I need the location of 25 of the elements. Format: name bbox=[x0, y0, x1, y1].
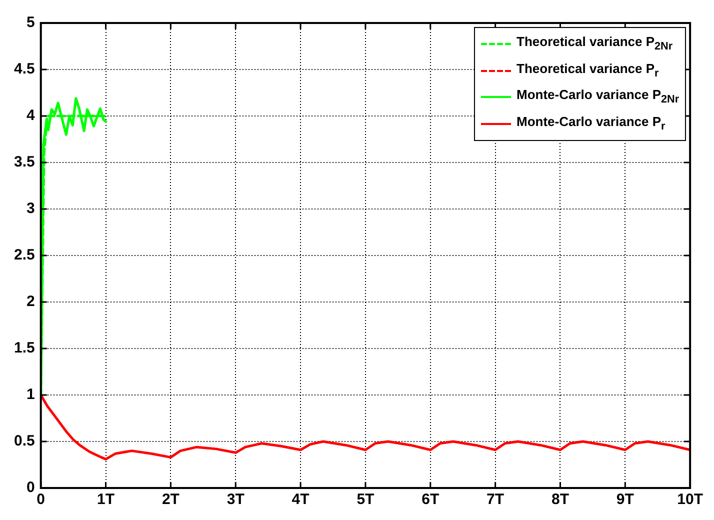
y-tick-label: 0.5 bbox=[14, 432, 35, 450]
y-tick-label: 3 bbox=[26, 200, 35, 218]
y-tick-label: 5 bbox=[26, 14, 35, 32]
x-tick-label: 9T bbox=[616, 491, 634, 508]
y-tick-label: 2 bbox=[26, 293, 35, 310]
legend-label: Monte-Carlo variance P$_{2Nr}$ bbox=[516, 86, 680, 108]
x-tick-label: 2T bbox=[162, 491, 180, 508]
y-tick-label: 3.5 bbox=[14, 154, 35, 171]
legend-label: Monte-Carlo variance P$_{r}$ bbox=[516, 112, 666, 134]
y-tick-label: 4.5 bbox=[14, 60, 35, 78]
y-tick-label: 1.5 bbox=[14, 340, 35, 357]
x-tick-label: 8T bbox=[551, 491, 569, 508]
x-tick-label: 1T bbox=[97, 491, 115, 508]
legend-label: Theoretical variance P$_{2Nr}$ bbox=[516, 33, 673, 55]
x-tick-label: 10T bbox=[677, 491, 704, 508]
legend-label: Theoretical variance P$_{r}$ bbox=[516, 60, 659, 82]
y-tick-label: 1 bbox=[26, 386, 35, 404]
x-tick-label: 6T bbox=[422, 491, 440, 508]
x-tick-label: 3T bbox=[226, 491, 244, 508]
y-tick-label: 0 bbox=[26, 479, 35, 496]
y-tick-label: 4 bbox=[26, 107, 36, 124]
x-tick-label: 4T bbox=[292, 491, 310, 508]
x-tick-label: 7T bbox=[486, 491, 504, 508]
y-tick-label: 2.5 bbox=[14, 246, 35, 264]
x-tick-label: 5T bbox=[356, 491, 374, 508]
